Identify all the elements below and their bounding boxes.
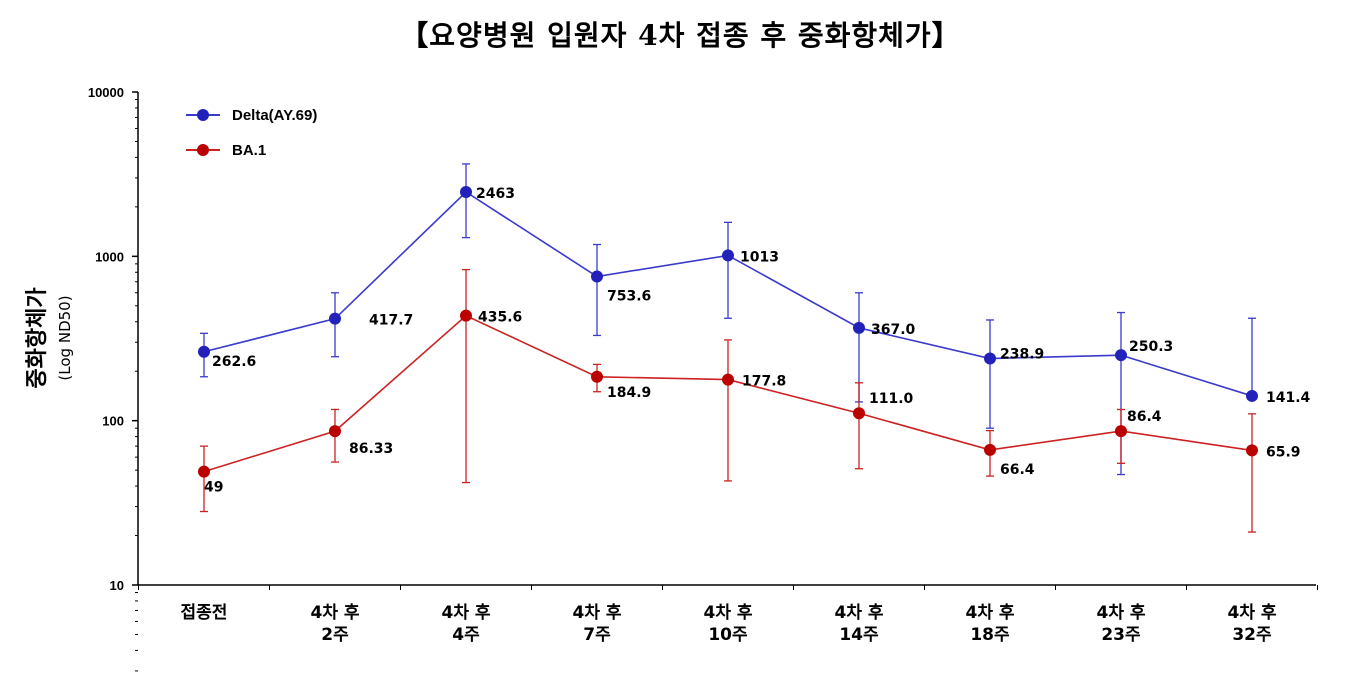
y-tick-label: 100 bbox=[102, 414, 124, 429]
x-tick-label: 4차 후 2주 bbox=[310, 602, 359, 645]
legend-marker bbox=[197, 144, 209, 156]
y-tick-label: 10000 bbox=[88, 85, 124, 100]
y-axis-title: 중화항체가 (Log ND50) bbox=[25, 287, 74, 388]
series-delta: 262.6 417.7 2463 753.6 1013 367.0 238.9 250.3 14… bbox=[198, 163, 1311, 476]
x-tick-label: 4차 후 32주 bbox=[1227, 602, 1276, 645]
data-label: 86.33 bbox=[349, 441, 393, 457]
legend: Delta(AY.69) BA.1 bbox=[186, 107, 317, 159]
data-label: 367.0 bbox=[871, 322, 916, 338]
series-layer: 262.6 417.7 2463 753.6 1013 367.0 238.9 250.3 14… bbox=[198, 163, 1311, 533]
x-tick-label: 4차 후 23주 bbox=[1096, 602, 1145, 645]
data-point bbox=[198, 345, 210, 358]
data-point bbox=[1115, 425, 1127, 438]
x-tick-label-line: 2주 bbox=[321, 625, 349, 645]
legend-label: Delta(AY.69) bbox=[232, 107, 317, 124]
x-tick-label-line: 4차 후 bbox=[441, 602, 490, 623]
x-tick-label-line: 접종전 bbox=[181, 603, 228, 623]
y-tick-label: 10 bbox=[110, 578, 124, 593]
data-label: 141.4 bbox=[1266, 390, 1311, 406]
data-label: 66.4 bbox=[1000, 462, 1035, 478]
y-axis-unit: (Log ND50) bbox=[56, 295, 74, 380]
data-point bbox=[853, 407, 865, 420]
legend-label: BA.1 bbox=[232, 142, 266, 159]
data-label: 184.9 bbox=[607, 385, 651, 401]
data-point bbox=[591, 370, 603, 383]
data-point bbox=[984, 443, 996, 456]
x-tick-label-line: 4차 후 bbox=[1227, 602, 1276, 623]
data-label: 177.8 bbox=[742, 374, 786, 390]
data-point bbox=[853, 321, 865, 334]
data-label: 1013 bbox=[740, 249, 779, 265]
x-tick-label-line: 14주 bbox=[839, 625, 879, 645]
x-tick-label-line: 4차 후 bbox=[965, 602, 1014, 623]
x-tick-label-line: 4차 후 bbox=[1096, 602, 1145, 623]
data-point bbox=[722, 249, 734, 262]
data-point bbox=[1246, 444, 1258, 457]
x-tick-label-line: 10주 bbox=[708, 625, 748, 645]
data-point bbox=[591, 270, 603, 283]
x-tick-label-line: 4차 후 bbox=[834, 602, 883, 623]
data-point bbox=[984, 352, 996, 365]
x-tick-label: 접종전 bbox=[181, 603, 228, 623]
y-tick-label: 1000 bbox=[95, 249, 124, 264]
y-tick-labels: 10 100 1000 10000 bbox=[88, 85, 124, 593]
data-point bbox=[1115, 349, 1127, 362]
x-tick-label: 4차 후 7주 bbox=[572, 602, 621, 645]
x-tick-label-line: 4차 후 bbox=[310, 602, 359, 623]
chart-title: 【요양병원 입원자 4차 접종 후 중화항체가】 bbox=[400, 19, 961, 52]
x-tick-label-line: 18주 bbox=[970, 625, 1010, 645]
data-label: 86.4 bbox=[1127, 409, 1162, 425]
x-tick-label-line: 23주 bbox=[1101, 625, 1141, 645]
x-tick-label-line: 4주 bbox=[452, 625, 480, 645]
x-tick-label-line: 4차 후 bbox=[572, 602, 621, 623]
data-point bbox=[329, 312, 341, 325]
data-label: 65.9 bbox=[1266, 444, 1301, 460]
axes bbox=[132, 91, 1318, 672]
x-tick-label: 4차 후 10주 bbox=[703, 602, 752, 645]
data-point bbox=[460, 309, 472, 322]
data-point bbox=[460, 186, 472, 199]
data-label: 262.6 bbox=[212, 354, 256, 370]
data-label: 2463 bbox=[476, 186, 515, 202]
x-tick-label-line: 7주 bbox=[583, 625, 611, 645]
data-label: 753.6 bbox=[607, 289, 651, 305]
data-point bbox=[329, 425, 341, 438]
data-label: 417.7 bbox=[369, 313, 413, 329]
data-point bbox=[1246, 389, 1258, 402]
y-axis-label: 중화항체가 bbox=[25, 287, 50, 388]
data-label: 435.6 bbox=[478, 310, 522, 326]
data-point bbox=[198, 465, 210, 478]
data-label: 111.0 bbox=[869, 391, 914, 407]
x-tick-label: 4차 후 14주 bbox=[834, 602, 883, 645]
legend-marker bbox=[197, 109, 209, 121]
data-label: 238.9 bbox=[1000, 347, 1044, 363]
series-ba1: 49 86.33 435.6 184.9 177.8 111.0 66.4 86.4 65.9 bbox=[198, 268, 1301, 533]
data-label: 49 bbox=[204, 480, 223, 496]
x-tick-label-line: 4차 후 bbox=[703, 602, 752, 623]
x-tick-label: 4차 후 4주 bbox=[441, 602, 490, 645]
data-label: 250.3 bbox=[1129, 339, 1173, 355]
x-tick-label-line: 32주 bbox=[1232, 625, 1272, 645]
data-point bbox=[722, 373, 734, 386]
x-tick-label: 4차 후 18주 bbox=[965, 602, 1014, 645]
